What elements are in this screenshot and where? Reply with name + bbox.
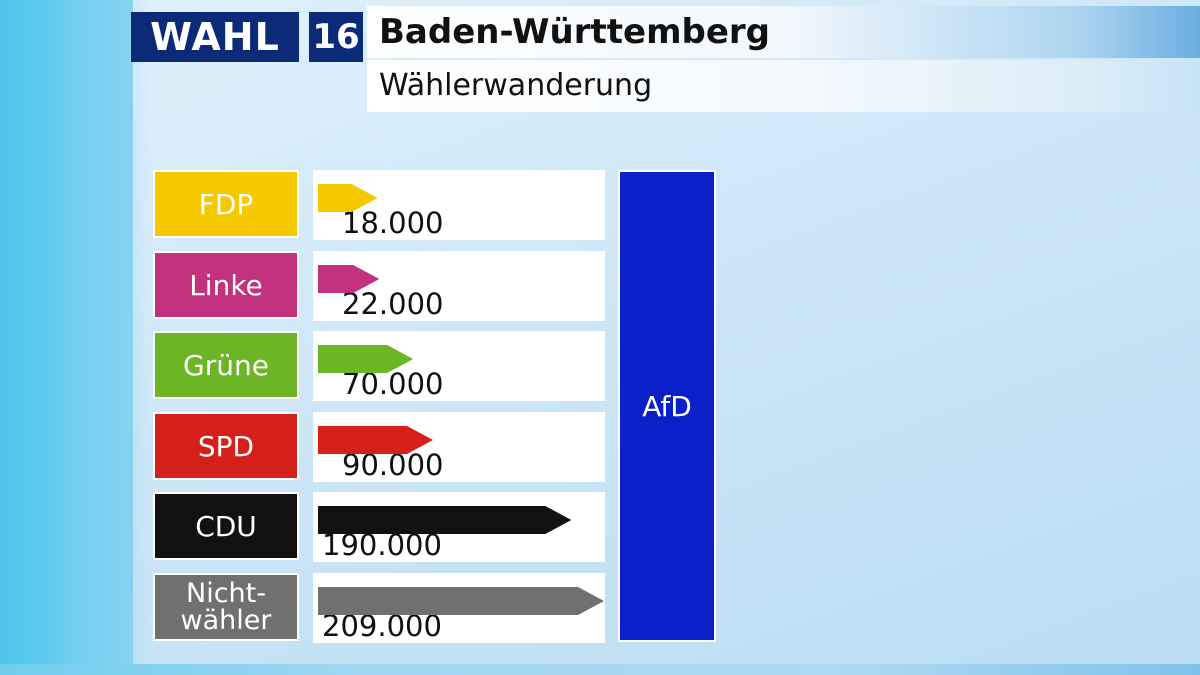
bottom-line — [0, 664, 1200, 675]
party-label-nicht-wähler: Nicht- wähler — [153, 573, 299, 641]
afd-target-bar: AfD — [618, 170, 716, 642]
wahl-year-logo: 16 — [309, 12, 363, 62]
party-label-cdu: CDU — [153, 492, 299, 560]
value-label-fdp: 18.000 — [342, 206, 444, 240]
value-label-linke: 22.000 — [342, 287, 444, 321]
left-glow — [0, 0, 150, 675]
party-label-spd: SPD — [153, 412, 299, 480]
party-label-grüne: Grüne — [153, 331, 299, 399]
party-label-fdp: FDP — [153, 170, 299, 238]
value-label-spd: 90.000 — [342, 448, 444, 482]
title-bar — [367, 6, 1200, 58]
value-label-cdu: 190.000 — [322, 528, 442, 562]
subtitle-bar — [367, 60, 1200, 112]
wahl-logo: WAHL — [131, 12, 299, 62]
value-label-grüne: 70.000 — [342, 367, 444, 401]
value-label-nicht-wähler: 209.000 — [322, 609, 442, 643]
page-title: Baden-Württemberg — [379, 12, 771, 52]
page-subtitle: Wählerwanderung — [379, 68, 653, 103]
party-label-linke: Linke — [153, 251, 299, 319]
